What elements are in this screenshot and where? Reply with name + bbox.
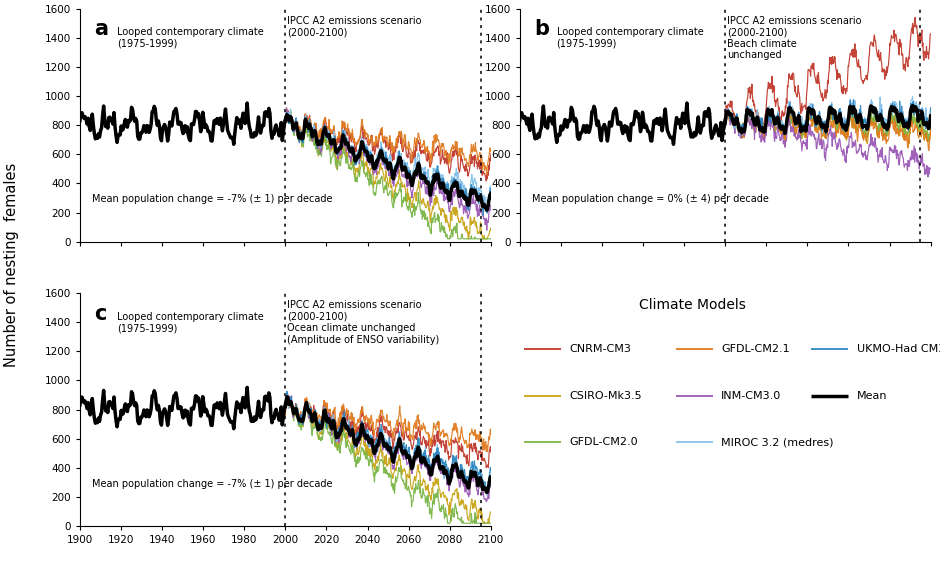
Text: Mean: Mean: [856, 390, 887, 401]
Text: INM-CM3.0: INM-CM3.0: [721, 390, 781, 401]
Text: a: a: [94, 19, 108, 39]
Text: GFDL-CM2.1: GFDL-CM2.1: [721, 344, 790, 354]
Text: Looped contemporary climate
(1975-1999): Looped contemporary climate (1975-1999): [556, 27, 703, 49]
Text: Looped contemporary climate
(1975-1999): Looped contemporary climate (1975-1999): [117, 27, 263, 49]
Text: Mean population change = 0% (± 4) per decade: Mean population change = 0% (± 4) per de…: [532, 194, 769, 205]
Text: Mean population change = -7% (± 1) per decade: Mean population change = -7% (± 1) per d…: [92, 194, 333, 205]
Text: IPCC A2 emissions scenario
(2000-2100)
Beach climate
unchanged: IPCC A2 emissions scenario (2000-2100) B…: [728, 16, 862, 60]
Text: CSIRO-Mk3.5: CSIRO-Mk3.5: [569, 390, 642, 401]
Text: Mean population change = -7% (± 1) per decade: Mean population change = -7% (± 1) per d…: [92, 479, 333, 489]
Text: c: c: [94, 304, 106, 324]
Text: Climate Models: Climate Models: [639, 298, 745, 312]
Text: IPCC A2 emissions scenario
(2000-2100)
Ocean climate unchanged
(Amplitude of ENS: IPCC A2 emissions scenario (2000-2100) O…: [288, 300, 440, 345]
Text: MIROC 3.2 (medres): MIROC 3.2 (medres): [721, 437, 834, 447]
Text: CNRM-CM3: CNRM-CM3: [569, 344, 631, 354]
Text: b: b: [534, 19, 549, 39]
Text: Number of nesting  females: Number of nesting females: [4, 162, 19, 367]
Text: IPCC A2 emissions scenario
(2000-2100): IPCC A2 emissions scenario (2000-2100): [288, 16, 422, 37]
Text: GFDL-CM2.0: GFDL-CM2.0: [569, 437, 637, 447]
Text: UKMO-Had CM3: UKMO-Had CM3: [856, 344, 940, 354]
Text: Looped contemporary climate
(1975-1999): Looped contemporary climate (1975-1999): [117, 312, 263, 334]
